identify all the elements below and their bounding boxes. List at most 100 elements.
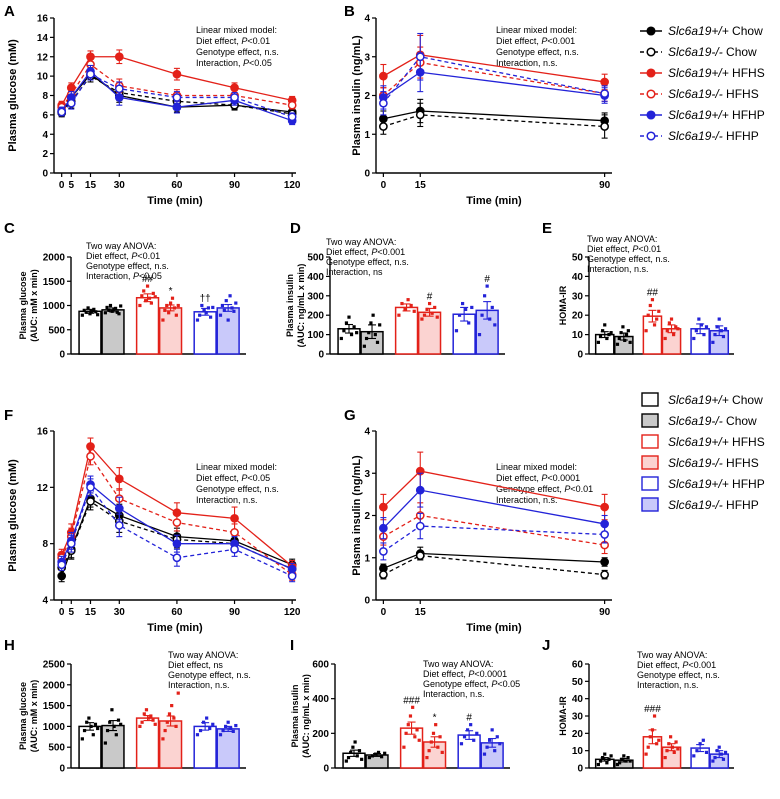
panel-letter: J [542, 637, 550, 654]
data-point [172, 69, 182, 79]
bar-group [193, 716, 217, 769]
y-tick-label: 16 [37, 14, 49, 25]
data-point [110, 708, 114, 712]
data-point [153, 722, 157, 726]
y-tick-label: 10 [572, 746, 584, 757]
annotation-line: Genotype effect, n.s. [637, 670, 720, 680]
data-point [657, 309, 661, 313]
legend-marker [646, 131, 656, 141]
data-point [436, 745, 440, 749]
data-point [415, 551, 425, 560]
data-point [90, 309, 94, 313]
data-point [201, 720, 206, 724]
annotation-line: Linear mixed model: [196, 462, 277, 472]
data-point [644, 752, 648, 756]
panel-e: E 0 10 20 30 40 50 HOMA-IR Two way ANOVA:Diet ef… [542, 220, 734, 361]
data-point [615, 342, 620, 346]
data-point [425, 307, 429, 311]
significance-mark: ### [403, 695, 420, 706]
data-point [723, 750, 728, 754]
data-point [149, 714, 153, 718]
y-tick-label: 0 [577, 764, 583, 775]
data-point [138, 724, 142, 728]
legend-swatch [641, 434, 659, 449]
data-point [617, 336, 621, 341]
y-tick-label: 2 [42, 149, 48, 160]
bar-group [342, 740, 366, 769]
data-point [117, 312, 121, 316]
data-point [600, 502, 609, 512]
data-point [57, 560, 67, 570]
legend-label: Slc6a19-/- HFHS [668, 87, 759, 101]
x-tick-label: 5 [69, 180, 75, 191]
bar [193, 311, 217, 355]
data-point [114, 733, 118, 737]
data-point [110, 309, 114, 313]
data-point [89, 724, 93, 728]
x-tick-label: 90 [229, 607, 241, 618]
x-axis-label: Time (min) [466, 195, 522, 207]
panel-c: C 0 500 1000 1500 2000 Plasma glucose (AUC: mM … [4, 220, 246, 361]
data-point [86, 452, 95, 461]
x-tick-label: 30 [114, 607, 126, 618]
data-point [628, 340, 632, 344]
data-point [142, 712, 146, 716]
bar-group [661, 735, 682, 769]
data-point [349, 333, 354, 337]
annotation-line: Interaction, P<0.05 [196, 58, 272, 68]
y-axis-label: (AUC: ng/mL x min) [301, 674, 311, 758]
data-point [601, 329, 605, 333]
data-point [224, 299, 228, 303]
data-point [346, 756, 351, 760]
x-tick-label: 60 [171, 180, 183, 191]
y-tick-label: 200 [312, 729, 329, 740]
data-point [470, 305, 474, 310]
y-tick-label: 0 [318, 350, 324, 361]
data-point [596, 762, 600, 767]
legend-label: Slc6a19-/- HFHS [668, 456, 759, 470]
data-point [66, 98, 76, 108]
data-point [417, 738, 421, 742]
data-point [721, 757, 726, 761]
data-point [379, 71, 388, 81]
data-point [220, 303, 225, 308]
data-point [697, 317, 701, 321]
data-point [433, 305, 437, 310]
data-point [721, 334, 726, 339]
data-point [425, 756, 429, 760]
data-point [108, 720, 112, 724]
significance-mark: †† [200, 294, 211, 305]
series-slc6a19-chow [379, 550, 609, 580]
data-point [379, 570, 388, 580]
data-point [371, 313, 375, 317]
data-point [176, 303, 180, 308]
data-point [355, 754, 359, 758]
y-tick-label: 1 [364, 130, 370, 141]
data-point [646, 313, 650, 317]
data-point [609, 331, 613, 335]
data-point [435, 315, 439, 319]
x-tick-label: 90 [599, 180, 611, 191]
data-point [208, 726, 212, 731]
data-point [628, 759, 632, 763]
data-point [355, 331, 359, 335]
y-tick-label: 500 [48, 743, 65, 754]
significance-mark: ## [142, 274, 154, 285]
data-point [719, 329, 723, 333]
data-point [622, 754, 626, 758]
data-point [621, 325, 625, 329]
panel-letter: G [344, 407, 356, 424]
bar-group: # [417, 292, 442, 355]
y-tick-label: 500 [307, 253, 324, 264]
data-point [202, 308, 206, 312]
data-point [367, 756, 371, 760]
series-line [383, 525, 605, 552]
data-point [717, 745, 721, 749]
y-tick-label: 30 [572, 291, 584, 302]
y-tick-label: 1500 [43, 277, 66, 288]
data-point [230, 93, 239, 102]
data-point [151, 291, 155, 295]
data-point [485, 745, 489, 749]
y-tick-label: 12 [37, 483, 49, 494]
annotation-line: Genotype effect, n.s. [496, 47, 579, 57]
